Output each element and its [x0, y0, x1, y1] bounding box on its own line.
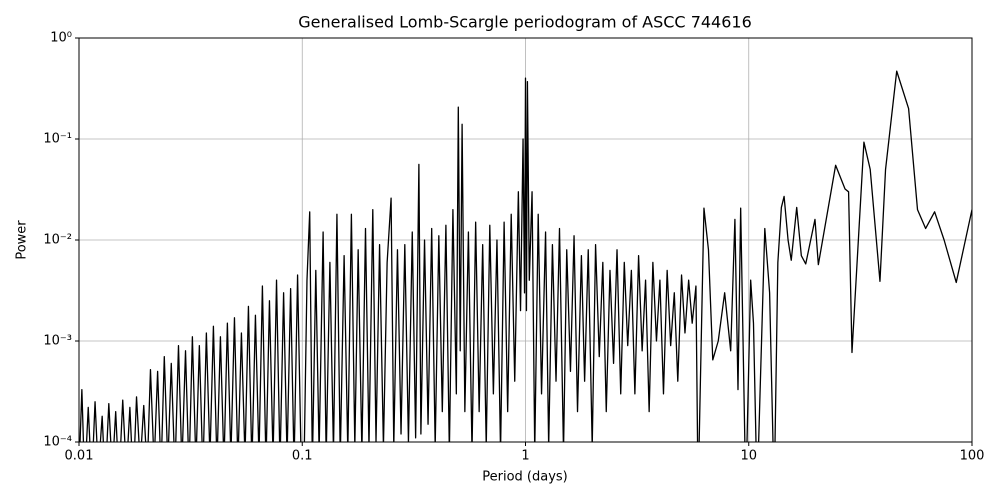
- y-tick-label: 10⁻¹: [43, 132, 72, 147]
- y-tick-label: 10⁰: [50, 31, 72, 46]
- y-tick-label: 10⁻²: [43, 233, 72, 248]
- y-axis-label: Power: [15, 220, 30, 260]
- y-tick-label: 10⁻³: [43, 334, 72, 349]
- x-tick-label: 0.1: [292, 449, 313, 464]
- x-tick-label: 10: [740, 449, 757, 464]
- x-axis-label: Period (days): [482, 470, 568, 485]
- x-tick-label: 0.01: [65, 449, 94, 464]
- periodogram-line: [79, 70, 972, 442]
- plot-frame: [78, 37, 973, 443]
- x-tick-label: 100: [960, 449, 985, 464]
- x-tick-label: 1: [521, 449, 529, 464]
- y-tick-label: 10⁻⁴: [43, 435, 72, 450]
- chart-title: Generalised Lomb-Scargle periodogram of …: [298, 13, 752, 32]
